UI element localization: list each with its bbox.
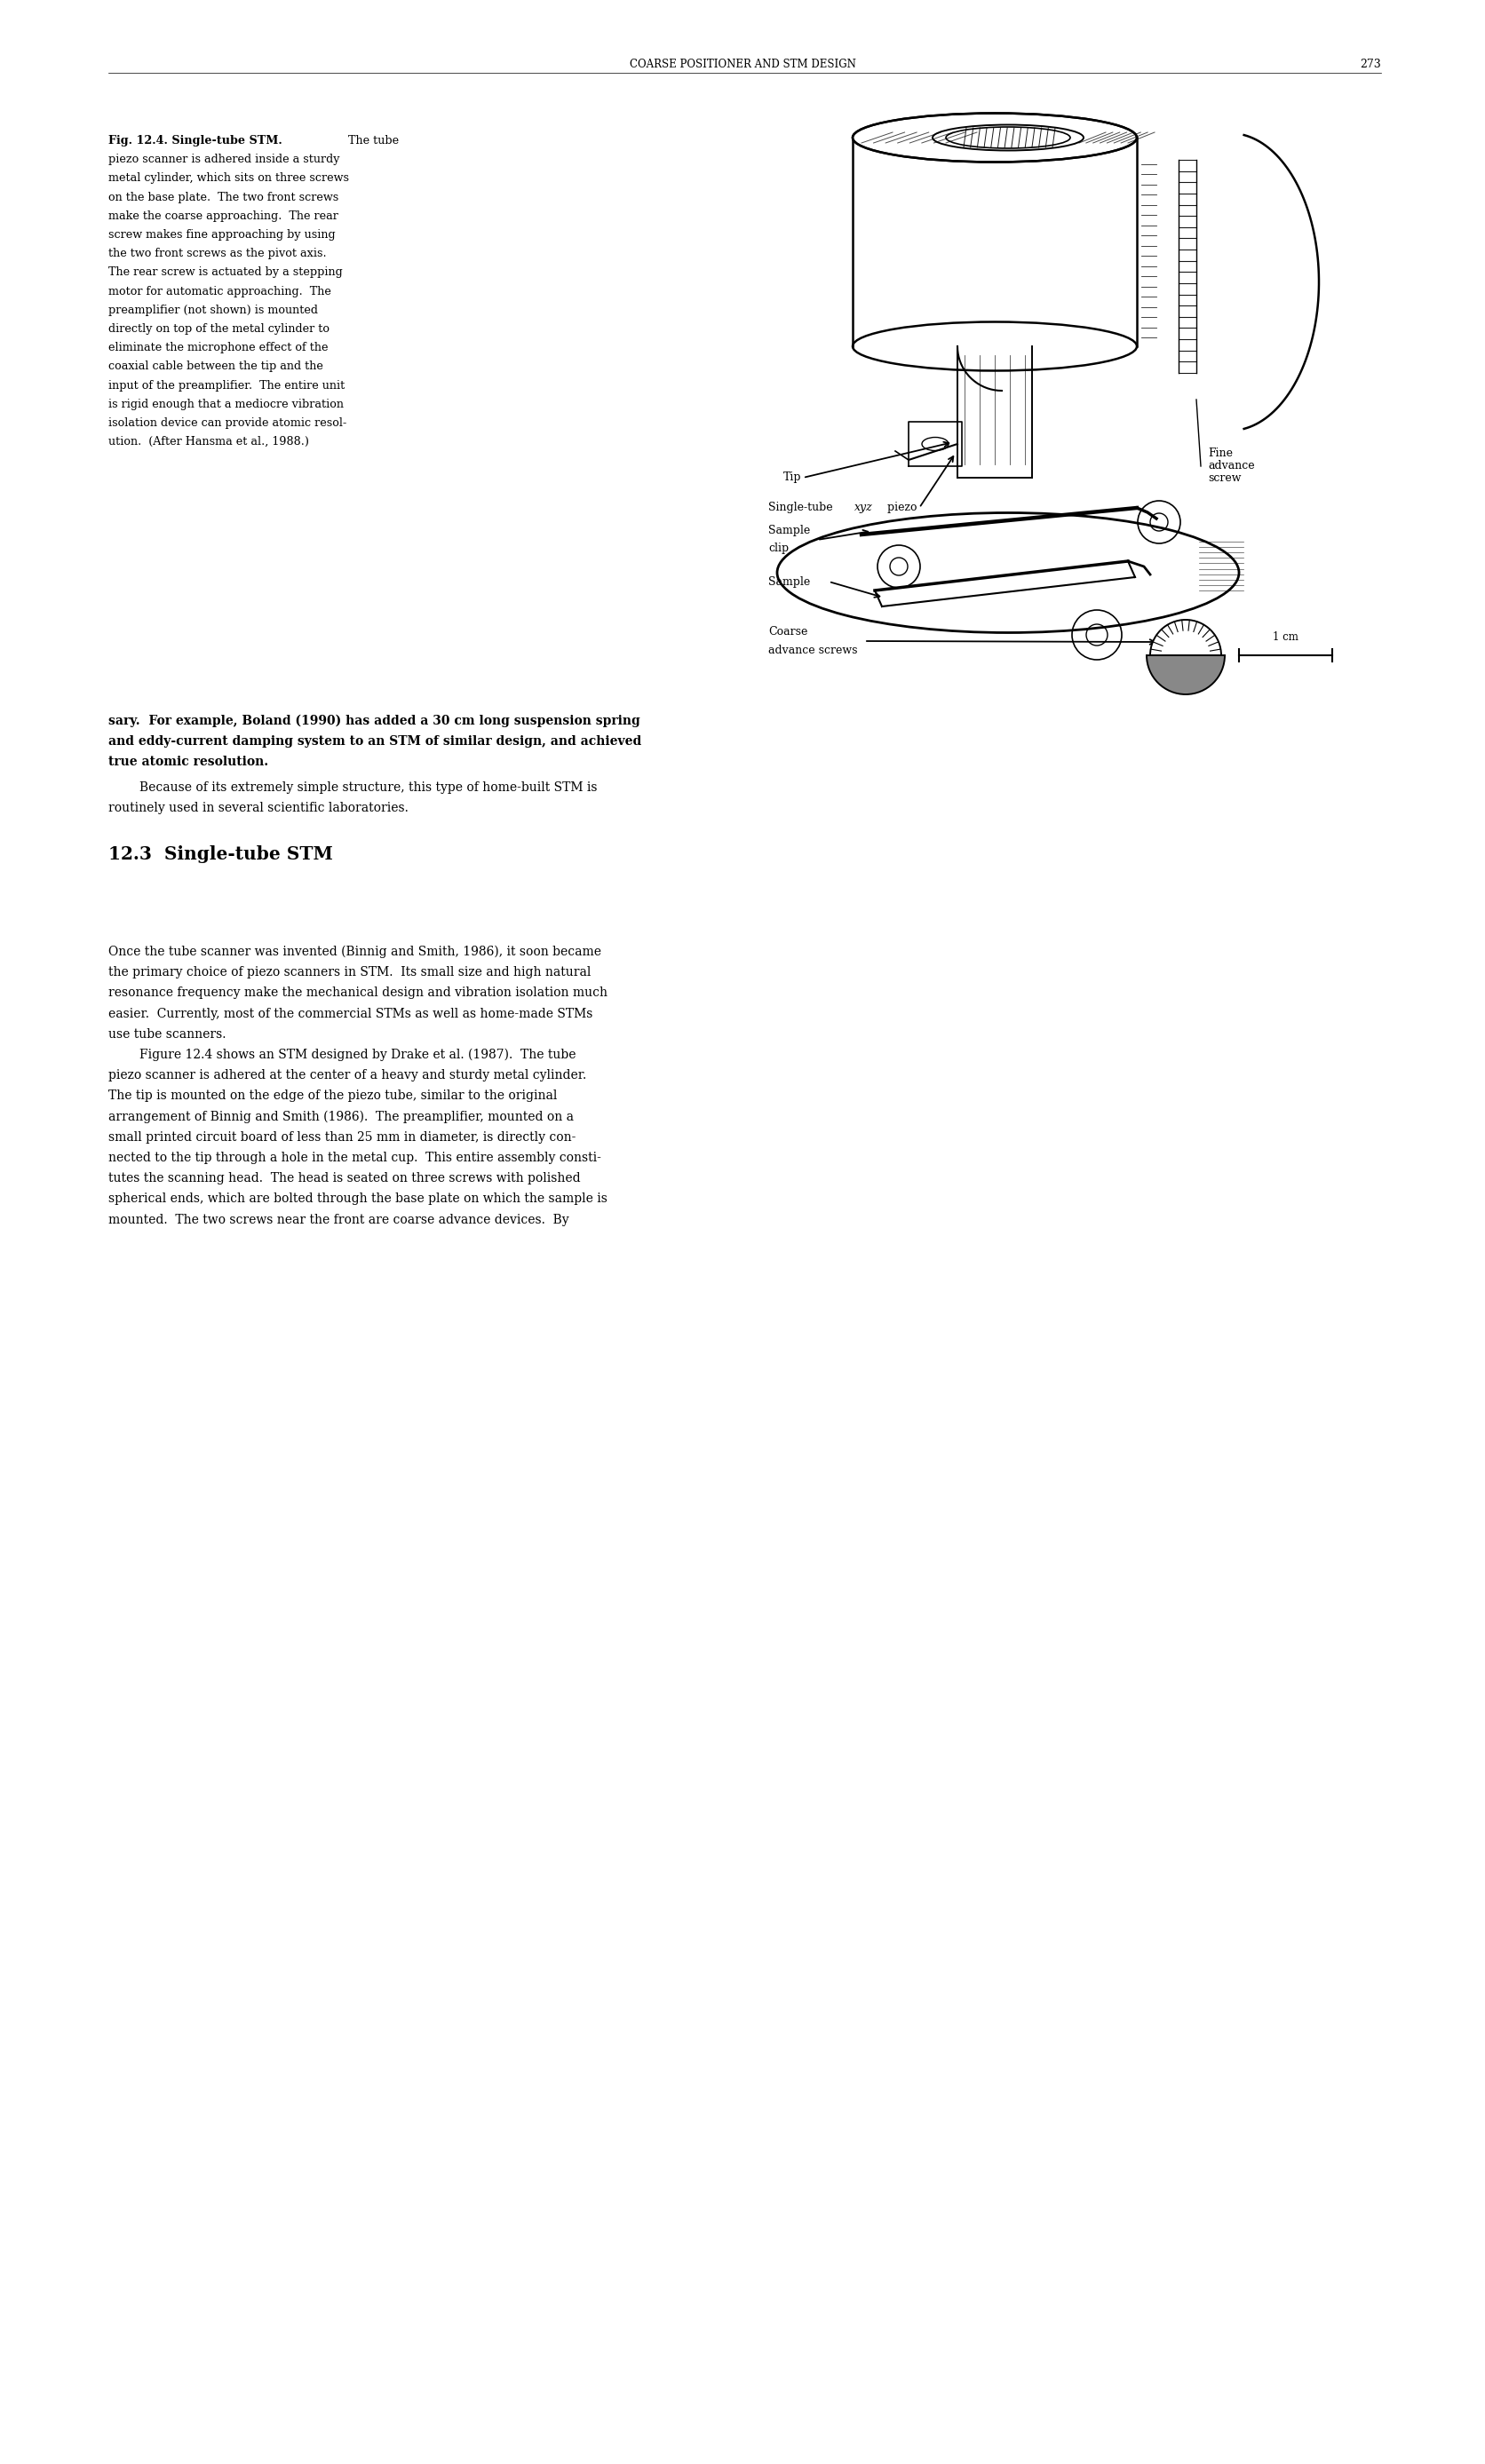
Text: Sample: Sample (768, 525, 811, 537)
Text: The tube: The tube (342, 136, 399, 145)
Text: 12.3  Single-tube STM: 12.3 Single-tube STM (108, 845, 333, 862)
Text: Fine: Fine (1207, 448, 1233, 458)
Text: tutes the scanning head.  The head is seated on three screws with polished: tutes the scanning head. The head is sea… (108, 1173, 581, 1185)
Text: piezo scanner is adhered at the center of a heavy and sturdy metal cylinder.: piezo scanner is adhered at the center o… (108, 1069, 587, 1082)
Text: input of the preamplifier.  The entire unit: input of the preamplifier. The entire un… (108, 379, 345, 392)
Text: small printed circuit board of less than 25 mm in diameter, is directly con-: small printed circuit board of less than… (108, 1131, 576, 1143)
Text: piezo scanner is adhered inside a sturdy: piezo scanner is adhered inside a sturdy (108, 153, 340, 165)
Text: Tip: Tip (784, 473, 802, 483)
Wedge shape (1146, 655, 1225, 695)
Text: routinely used in several scientific laboratories.: routinely used in several scientific lab… (108, 801, 408, 813)
Text: The tip is mounted on the edge of the piezo tube, similar to the original: The tip is mounted on the edge of the pi… (108, 1089, 557, 1101)
Text: sary.  For example, Boland (1990) has added a 30 cm long suspension spring: sary. For example, Boland (1990) has add… (108, 715, 640, 727)
Text: is rigid enough that a mediocre vibration: is rigid enough that a mediocre vibratio… (108, 399, 343, 409)
Text: and eddy-current damping system to an STM of similar design, and achieved: and eddy-current damping system to an ST… (108, 734, 642, 747)
Text: motor for automatic approaching.  The: motor for automatic approaching. The (108, 286, 331, 298)
Text: preamplifier (not shown) is mounted: preamplifier (not shown) is mounted (108, 306, 318, 315)
Text: advance: advance (1207, 461, 1255, 473)
Text: metal cylinder, which sits on three screws: metal cylinder, which sits on three scre… (108, 172, 349, 185)
Text: arrangement of Binnig and Smith (1986).  The preamplifier, mounted on a: arrangement of Binnig and Smith (1986). … (108, 1111, 573, 1124)
Text: mounted.  The two screws near the front are coarse advance devices.  By: mounted. The two screws near the front a… (108, 1212, 569, 1227)
Text: Single-tube: Single-tube (768, 503, 836, 513)
Text: resonance frequency make the mechanical design and vibration isolation much: resonance frequency make the mechanical … (108, 988, 607, 1000)
Text: screw: screw (1207, 473, 1241, 485)
Text: Fig. 12.4. Single-tube STM.: Fig. 12.4. Single-tube STM. (108, 136, 282, 145)
Text: spherical ends, which are bolted through the base plate on which the sample is: spherical ends, which are bolted through… (108, 1193, 607, 1205)
Text: 1 cm: 1 cm (1273, 631, 1298, 643)
Text: Figure 12.4 shows an STM designed by Drake et al. (1987).  The tube: Figure 12.4 shows an STM designed by Dra… (108, 1050, 576, 1062)
Text: nected to the tip through a hole in the metal cup.  This entire assembly consti-: nected to the tip through a hole in the … (108, 1151, 601, 1163)
Text: Coarse: Coarse (768, 626, 808, 638)
Text: ution.  (After Hansma et al., 1988.): ution. (After Hansma et al., 1988.) (108, 436, 309, 448)
Text: eliminate the microphone effect of the: eliminate the microphone effect of the (108, 342, 328, 352)
Text: true atomic resolution.: true atomic resolution. (108, 756, 269, 769)
Text: make the coarse approaching.  The rear: make the coarse approaching. The rear (108, 209, 339, 222)
Text: isolation device can provide atomic resol-: isolation device can provide atomic reso… (108, 416, 346, 429)
Ellipse shape (852, 113, 1138, 163)
Text: 273: 273 (1360, 59, 1381, 69)
Text: the primary choice of piezo scanners in STM.  Its small size and high natural: the primary choice of piezo scanners in … (108, 966, 591, 978)
Wedge shape (1151, 621, 1221, 655)
Text: Once the tube scanner was invented (Binnig and Smith, 1986), it soon became: Once the tube scanner was invented (Binn… (108, 946, 601, 958)
Text: xyz: xyz (854, 503, 873, 513)
Text: the two front screws as the pivot axis.: the two front screws as the pivot axis. (108, 249, 327, 259)
Text: The rear screw is actuated by a stepping: The rear screw is actuated by a stepping (108, 266, 343, 278)
Text: Because of its extremely simple structure, this type of home-built STM is: Because of its extremely simple structur… (108, 781, 597, 793)
Text: screw makes fine approaching by using: screw makes fine approaching by using (108, 229, 336, 241)
Text: on the base plate.  The two front screws: on the base plate. The two front screws (108, 192, 339, 202)
Text: easier.  Currently, most of the commercial STMs as well as home-made STMs: easier. Currently, most of the commercia… (108, 1008, 593, 1020)
Text: COARSE POSITIONER AND STM DESIGN: COARSE POSITIONER AND STM DESIGN (630, 59, 855, 69)
Text: Sample: Sample (768, 577, 811, 586)
Text: directly on top of the metal cylinder to: directly on top of the metal cylinder to (108, 323, 330, 335)
Text: coaxial cable between the tip and the: coaxial cable between the tip and the (108, 360, 324, 372)
Text: piezo: piezo (884, 503, 918, 513)
Text: use tube scanners.: use tube scanners. (108, 1027, 226, 1040)
Text: advance screws: advance screws (768, 643, 857, 655)
Text: clip: clip (768, 542, 789, 554)
